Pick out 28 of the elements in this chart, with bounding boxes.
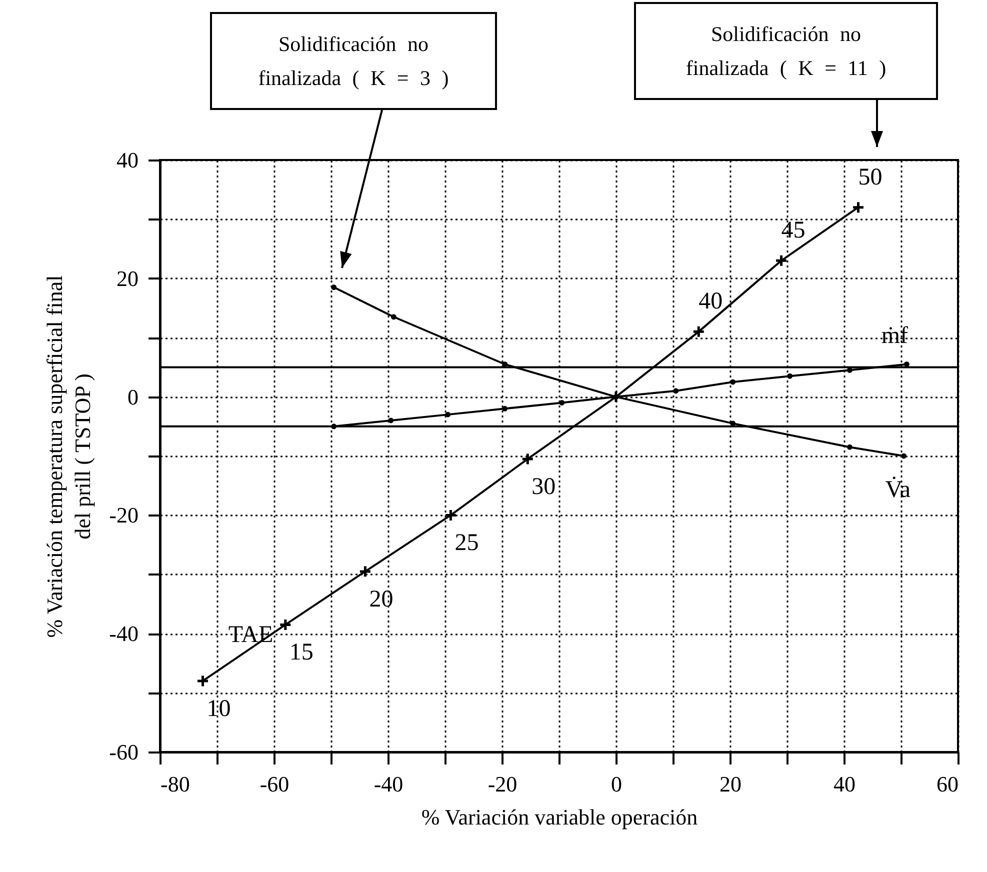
- x-tick-label: 40: [834, 772, 856, 796]
- series-label: ṁf: [881, 323, 908, 350]
- x-tick-label: -80: [160, 772, 190, 796]
- series-label: V̇a: [885, 476, 911, 503]
- annotation: 10: [206, 696, 231, 722]
- annotation: 20: [369, 586, 394, 612]
- annotation: 30: [532, 474, 556, 500]
- annotation: 45: [781, 218, 806, 244]
- x-tick-label: 60: [936, 772, 958, 796]
- text: Solidificación no finalizada ( K = 11 ): [634, 2, 938, 100]
- text: Solidificación no finalizada ( K = 3 ): [210, 12, 497, 110]
- x-axis-title: % Variación variable operación: [421, 804, 698, 830]
- x-tick-label: 0: [611, 772, 622, 796]
- y-tick-label: 40: [116, 148, 138, 172]
- y-tick-label: -40: [109, 621, 138, 646]
- x-tick-label: -20: [488, 772, 518, 796]
- y-axis-title: % Variación temperatura superficial final del prill ( TSTOP ): [42, 275, 96, 638]
- y-tick-label: -20: [109, 502, 138, 528]
- x-tick-label: -40: [374, 772, 404, 796]
- x-tick-label: 20: [720, 772, 742, 796]
- x-tick-label: -60: [260, 772, 290, 796]
- y-tick-label: -60: [109, 740, 138, 764]
- annotation: 40: [698, 288, 723, 315]
- annotation: 50: [858, 164, 882, 190]
- y-tick-label: 0: [128, 384, 138, 410]
- y-tick-label: 20: [116, 266, 138, 291]
- annotation: 15: [289, 640, 314, 666]
- annotation: 25: [454, 530, 479, 556]
